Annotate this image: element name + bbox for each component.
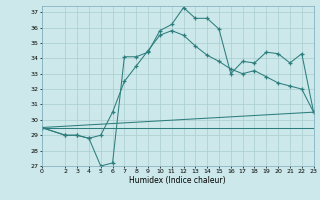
X-axis label: Humidex (Indice chaleur): Humidex (Indice chaleur) xyxy=(129,176,226,185)
